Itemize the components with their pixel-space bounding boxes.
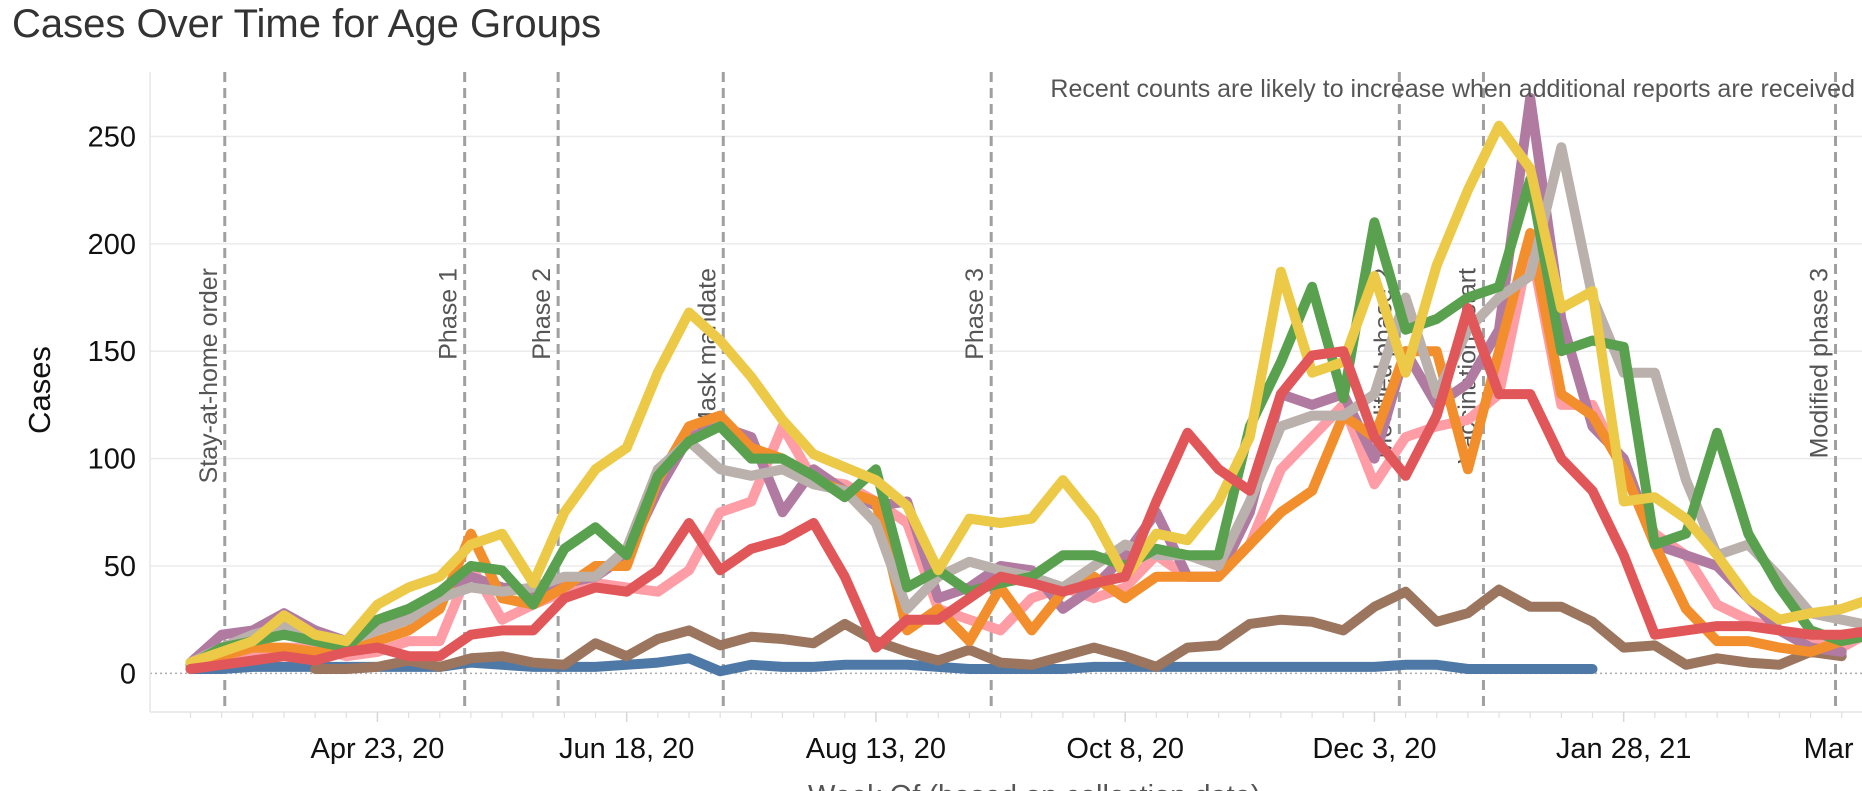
x-tick-label: Jun 18, 20 bbox=[559, 733, 694, 765]
y-tick-label: 150 bbox=[88, 336, 136, 368]
y-tick-label: 0 bbox=[120, 658, 136, 690]
x-tick-label: Apr 23, 20 bbox=[311, 733, 445, 765]
y-axis-ticks: 0 50 100 150 200 250 bbox=[88, 121, 136, 690]
y-tick-label: 250 bbox=[88, 121, 136, 153]
x-tick-label: Mar 25, 21 bbox=[1804, 733, 1862, 765]
x-tick-label: Jan 28, 21 bbox=[1556, 733, 1691, 765]
series-line bbox=[185, 174, 1862, 670]
y-axis-title: Cases bbox=[22, 346, 57, 434]
event-label: Mask mandate bbox=[693, 268, 721, 432]
x-axis-ticks: Apr 23, 20 Jun 18, 20 Aug 13, 20 Oct 8, 20 D… bbox=[189, 712, 1862, 765]
x-tick-label: Aug 13, 20 bbox=[806, 733, 946, 765]
event-label: Phase 2 bbox=[528, 268, 556, 360]
x-tick-label: Oct 8, 20 bbox=[1066, 733, 1184, 765]
chart-title: Cases Over Time for Age Groups bbox=[12, 2, 602, 46]
series-line bbox=[185, 120, 1862, 668]
x-tick-label: Dec 3, 20 bbox=[1312, 733, 1436, 765]
series-line bbox=[185, 303, 1862, 674]
y-tick-label: 200 bbox=[88, 229, 136, 261]
series-line bbox=[310, 584, 1847, 674]
event-label: Stay-at-home order bbox=[195, 268, 223, 483]
event-label: Phase 3 bbox=[961, 268, 989, 360]
chart-annotation: Recent counts are likely to increase whe… bbox=[1050, 75, 1855, 103]
x-axis-title: Week Of (based on collection date) bbox=[808, 780, 1260, 791]
event-label: Modified phase 3 bbox=[1806, 268, 1834, 458]
y-tick-label: 100 bbox=[88, 444, 136, 476]
event-label: Phase 1 bbox=[435, 268, 463, 360]
series-line bbox=[185, 92, 1847, 668]
y-tick-label: 50 bbox=[104, 551, 136, 583]
series-lines bbox=[185, 92, 1862, 677]
